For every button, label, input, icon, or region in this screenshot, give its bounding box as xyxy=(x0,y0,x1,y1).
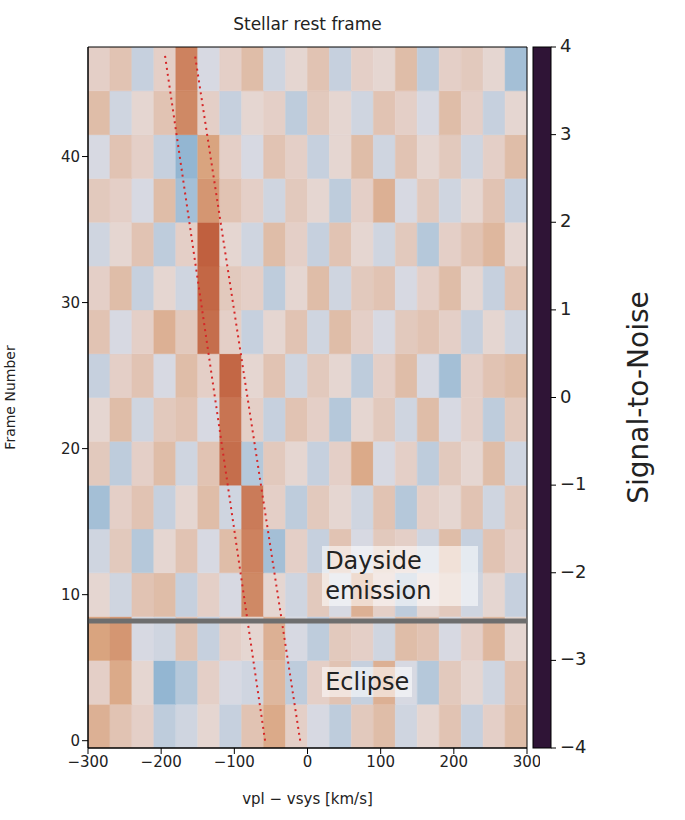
svg-text:Frame Number: Frame Number xyxy=(2,345,18,450)
svg-text:−4: −4 xyxy=(560,736,587,757)
html-text:Stellar rest frame: Stellar rest frame xyxy=(233,14,382,34)
svg-text:vpl − vsys [km/s]: vpl − vsys [km/s] xyxy=(242,790,373,808)
svg-text:−2: −2 xyxy=(560,561,587,582)
svg-text:−3: −3 xyxy=(560,648,587,669)
svg-text:−100: −100 xyxy=(214,753,255,771)
svg-text:200: 200 xyxy=(440,753,469,771)
svg-text:0: 0 xyxy=(560,386,571,407)
svg-text:0: 0 xyxy=(303,753,313,771)
svg-text:Signal-to-Noise: Signal-to-Noise xyxy=(622,291,655,504)
svg-text:4: 4 xyxy=(560,35,571,56)
html-text:Dayside emission: Dayside emission xyxy=(325,546,432,605)
svg-text:100: 100 xyxy=(366,753,395,771)
svg-text:−1: −1 xyxy=(560,473,587,494)
svg-text:−200: −200 xyxy=(141,753,182,771)
html-text:Eclipse: Eclipse xyxy=(325,668,410,697)
svg-text:10: 10 xyxy=(61,586,80,604)
svg-text:0: 0 xyxy=(70,732,80,750)
svg-text:20: 20 xyxy=(61,440,80,458)
svg-text:−300: −300 xyxy=(67,753,108,771)
svg-text:1: 1 xyxy=(560,298,571,319)
svg-text:30: 30 xyxy=(61,294,80,312)
svg-text:40: 40 xyxy=(61,148,80,166)
svg-text:300: 300 xyxy=(513,753,540,771)
svg-text:2: 2 xyxy=(560,210,571,231)
svg-text:3: 3 xyxy=(560,123,571,144)
